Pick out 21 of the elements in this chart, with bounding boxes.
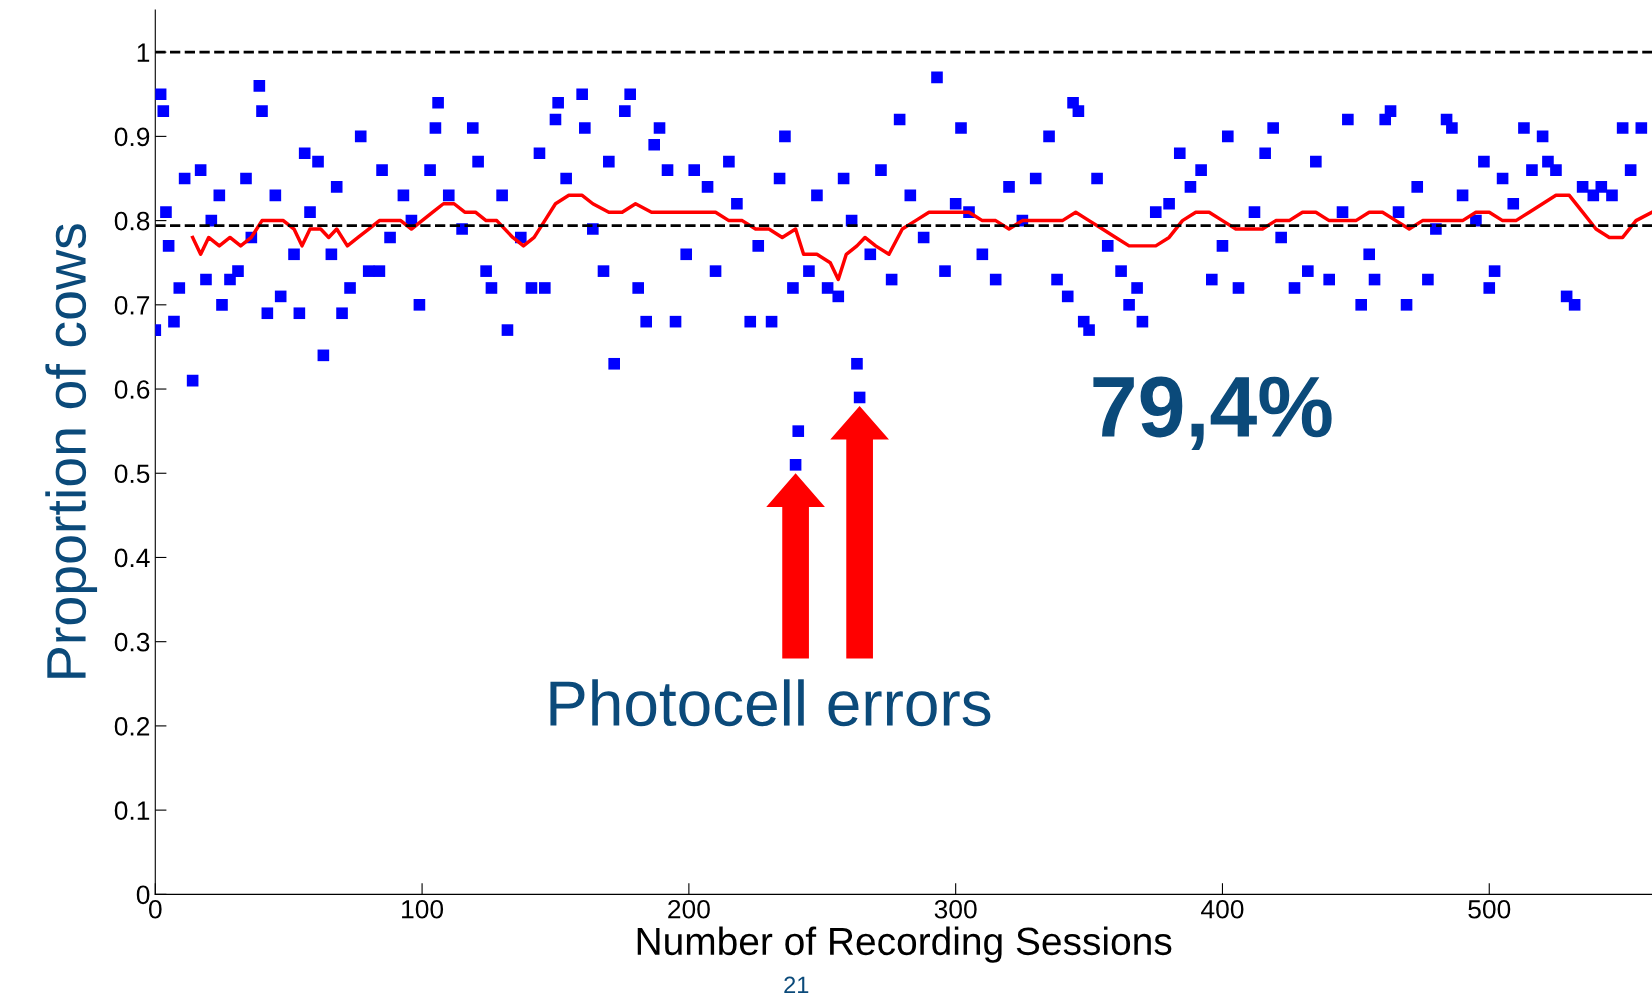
x-tick-label: 200 bbox=[668, 899, 710, 919]
y-tick-label: 0.1 bbox=[114, 801, 150, 820]
y-tick-label: 0.3 bbox=[114, 632, 150, 652]
y-tick-label: 0.7 bbox=[114, 295, 150, 315]
y-axis-title: Proportion of cows bbox=[45, 224, 98, 678]
x-tick-label: 400 bbox=[1201, 899, 1244, 919]
y-tick-label: 0.6 bbox=[114, 380, 150, 399]
y-tick-label: 0.8 bbox=[114, 211, 150, 231]
y-tick-label: 0 bbox=[136, 885, 150, 905]
annotation: Photocell errors bbox=[550, 679, 991, 727]
x-tick-label: 100 bbox=[402, 899, 444, 919]
x-tick-label: 500 bbox=[1468, 899, 1511, 919]
text: 21 bbox=[784, 976, 809, 994]
y-tick-label: 0.5 bbox=[114, 464, 150, 484]
x-tick-label: 300 bbox=[934, 899, 977, 919]
y-tick-label: 0.2 bbox=[114, 717, 150, 736]
x-axis-title: Number of Recording Sessions bbox=[637, 926, 1172, 963]
ref-line-label: 79,4% bbox=[1093, 376, 1332, 450]
y-tick-label: 0.4 bbox=[114, 548, 150, 568]
y-tick-label: 1 bbox=[137, 43, 150, 62]
y-tick-label: 0.9 bbox=[114, 127, 150, 147]
